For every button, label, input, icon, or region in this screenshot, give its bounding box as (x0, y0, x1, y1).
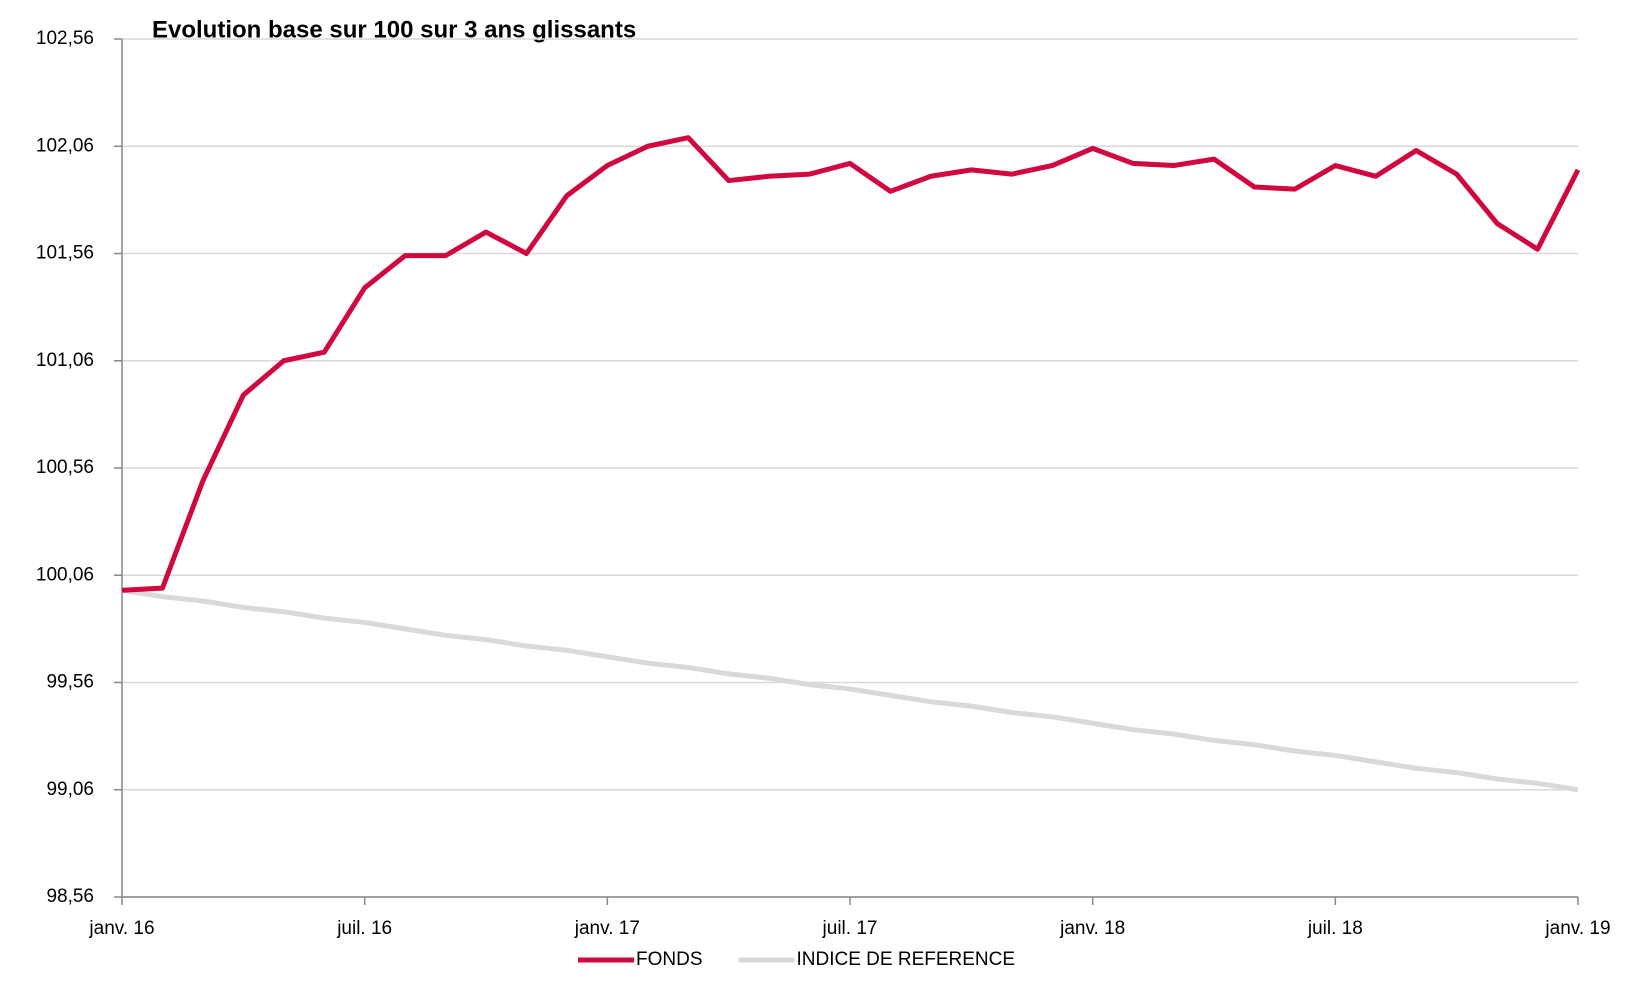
legend-label: INDICE DE REFERENCE (797, 949, 1016, 970)
y-tick-label: 102,56 (36, 28, 94, 49)
y-tick-label: 101,06 (36, 350, 94, 371)
x-tick-label: juil. 17 (822, 918, 878, 939)
y-tick-label: 98,56 (46, 886, 94, 907)
y-tick-label: 99,06 (46, 779, 94, 800)
x-tick-label: janv. 16 (88, 918, 154, 939)
x-tick-label: janv. 17 (574, 918, 640, 939)
y-tick-label: 100,56 (36, 457, 94, 478)
line-series (121, 587, 1579, 793)
x-tick-label: janv. 18 (1059, 918, 1125, 939)
legend-label: FONDS (636, 949, 703, 970)
x-tick-label: juil. 18 (1307, 918, 1363, 939)
y-tick-label: 100,06 (36, 564, 94, 585)
y-tick-label: 99,56 (46, 672, 94, 693)
x-tick-label: janv. 19 (1544, 918, 1610, 939)
y-tick-label: 102,06 (36, 135, 94, 156)
y-tick-label: 101,56 (36, 243, 94, 264)
line-series (121, 135, 1581, 593)
x-tick-label: juil. 16 (336, 918, 392, 939)
